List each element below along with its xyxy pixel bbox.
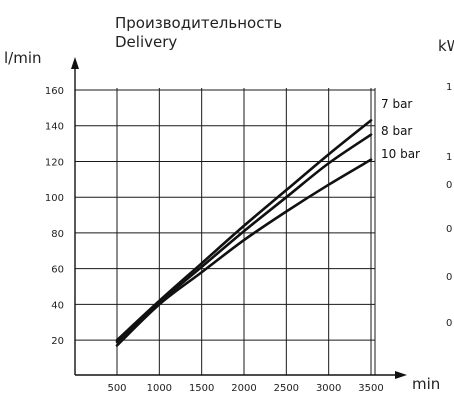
y-tick-label: 140 — [45, 122, 64, 133]
series-label: 8 bar — [381, 124, 412, 138]
chart-title: Производительность — [115, 14, 282, 32]
right-axis-label: kW — [438, 37, 454, 55]
x-tick-label: 3000 — [316, 383, 341, 394]
x-tick-labels: 500 1000 1500 2000 2500 3000 3500 — [107, 383, 383, 394]
right-axis-tick-label: 0 — [446, 318, 452, 329]
x-tick-label: 500 — [107, 383, 126, 394]
axes — [71, 57, 407, 379]
series-line-8-bar — [115, 133, 373, 344]
x-tick-label: 1000 — [147, 383, 172, 394]
series-lines — [115, 119, 373, 347]
y-tick-label: 40 — [51, 300, 64, 311]
y-axis-arrow — [71, 57, 79, 69]
y-tick-label: 120 — [45, 157, 64, 168]
right-axis-tick-label: 0 — [446, 180, 452, 191]
right-axis-tick-label: 1 — [446, 82, 452, 93]
y-tick-label: 60 — [51, 265, 64, 276]
series-line-10-bar — [115, 158, 373, 347]
grid — [75, 88, 376, 375]
y-tick-label: 20 — [51, 336, 64, 347]
y-axis-label: l/min — [4, 49, 42, 67]
x-tick-label: 1500 — [189, 383, 214, 394]
x-tick-label: 3500 — [358, 383, 383, 394]
series-line-7-bar — [115, 119, 373, 342]
y-tick-label: 80 — [51, 229, 64, 240]
series-labels: 7 bar 8 bar 10 bar — [381, 97, 420, 161]
series-label: 7 bar — [381, 97, 412, 111]
right-axis: 1 1 0 0 0 0 — [446, 82, 452, 329]
chart-subtitle: Delivery — [115, 33, 177, 51]
x-tick-label: 2500 — [274, 383, 299, 394]
x-axis-arrow — [395, 371, 407, 379]
y-tick-label: 160 — [45, 86, 64, 97]
y-tick-labels: 20 40 60 80 100 120 140 160 — [45, 86, 64, 347]
x-axis-label: min — [412, 375, 440, 393]
x-tick-label: 2000 — [231, 383, 256, 394]
right-axis-tick-label: 0 — [446, 272, 452, 283]
right-axis-tick-label: 1 — [446, 152, 452, 163]
right-axis-tick-label: 0 — [446, 224, 452, 235]
series-label: 10 bar — [381, 147, 420, 161]
y-tick-label: 100 — [45, 193, 64, 204]
